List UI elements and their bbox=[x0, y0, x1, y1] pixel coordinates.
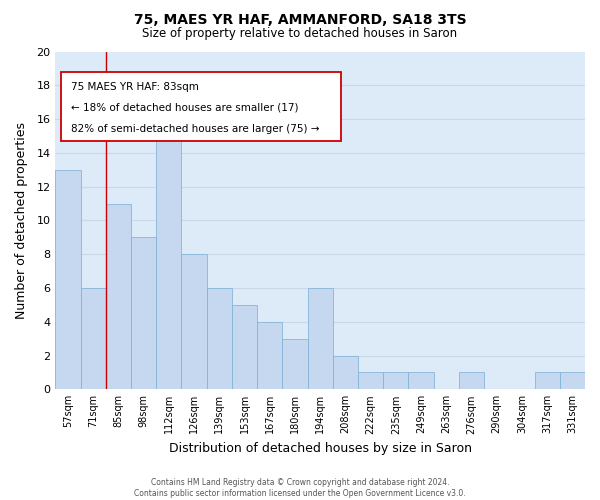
Bar bbox=[308, 288, 333, 390]
Bar bbox=[283, 338, 308, 390]
Bar bbox=[206, 288, 232, 390]
X-axis label: Distribution of detached houses by size in Saron: Distribution of detached houses by size … bbox=[169, 442, 472, 455]
Bar bbox=[181, 254, 206, 390]
Bar bbox=[232, 305, 257, 390]
Bar bbox=[156, 119, 181, 390]
Text: Size of property relative to detached houses in Saron: Size of property relative to detached ho… bbox=[142, 28, 458, 40]
Bar bbox=[55, 170, 80, 390]
Text: ← 18% of detached houses are smaller (17): ← 18% of detached houses are smaller (17… bbox=[71, 103, 299, 113]
Bar bbox=[333, 356, 358, 390]
Bar bbox=[257, 322, 283, 390]
Bar bbox=[535, 372, 560, 390]
Text: 75, MAES YR HAF, AMMANFORD, SA18 3TS: 75, MAES YR HAF, AMMANFORD, SA18 3TS bbox=[134, 12, 466, 26]
Bar bbox=[131, 238, 156, 390]
FancyBboxPatch shape bbox=[61, 72, 341, 141]
Text: 82% of semi-detached houses are larger (75) →: 82% of semi-detached houses are larger (… bbox=[71, 124, 320, 134]
Bar bbox=[560, 372, 585, 390]
Bar bbox=[459, 372, 484, 390]
Bar bbox=[106, 204, 131, 390]
Text: Contains HM Land Registry data © Crown copyright and database right 2024.
Contai: Contains HM Land Registry data © Crown c… bbox=[134, 478, 466, 498]
Bar bbox=[80, 288, 106, 390]
Text: 75 MAES YR HAF: 83sqm: 75 MAES YR HAF: 83sqm bbox=[71, 82, 199, 92]
Bar bbox=[409, 372, 434, 390]
Bar bbox=[383, 372, 409, 390]
Bar bbox=[358, 372, 383, 390]
Y-axis label: Number of detached properties: Number of detached properties bbox=[15, 122, 28, 319]
